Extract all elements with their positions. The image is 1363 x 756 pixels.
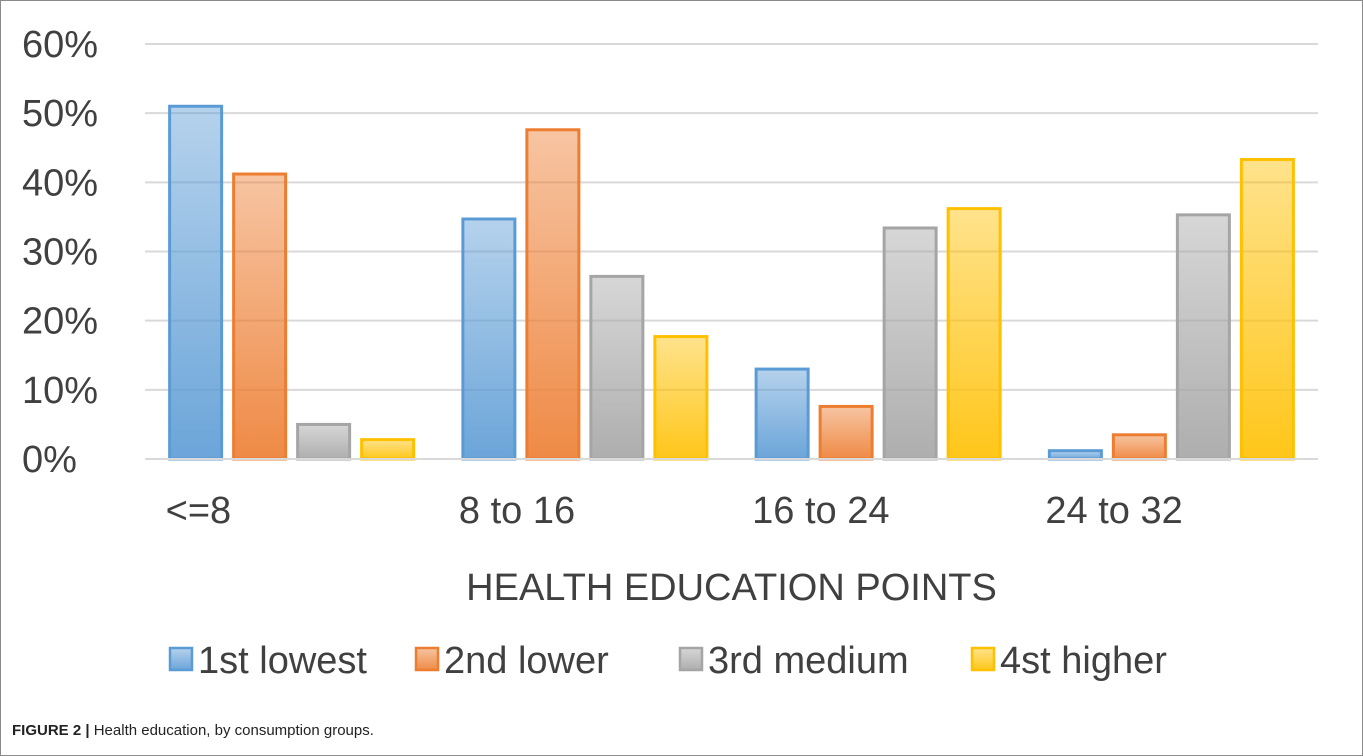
legend-item: 1st lowest [168, 640, 367, 682]
bars [168, 104, 1295, 461]
bar-1st-lowest-1 [461, 217, 517, 461]
legend-swatch [414, 646, 440, 672]
legend-label: 4st higher [1000, 640, 1167, 682]
bar-4st-higher-3 [1239, 158, 1295, 461]
bar-4st-higher-2 [946, 207, 1002, 461]
y-tick-label: 0% [22, 439, 77, 481]
legend-label: 1st lowest [198, 640, 367, 682]
y-tick-label: 20% [22, 301, 98, 343]
figure-label: FIGURE 2 | [12, 722, 90, 739]
gridlines [145, 43, 1318, 391]
legend-swatch [168, 646, 194, 672]
legend-item: 3rd medium [678, 640, 909, 682]
x-tick-label: 8 to 16 [459, 490, 575, 532]
bar-1st-lowest-3 [1047, 449, 1103, 461]
legend-swatch [970, 646, 996, 672]
figure-caption: FIGURE 2 | Health education, by consumpt… [12, 722, 374, 739]
legend-item: 2nd lower [414, 640, 609, 682]
x-tick-label: 24 to 32 [1045, 490, 1182, 532]
legend-swatch [678, 646, 704, 672]
bar-3rd-medium-2 [882, 226, 938, 461]
legend-label: 2nd lower [444, 640, 609, 682]
x-axis-title: HEALTH EDUCATION POINTS [466, 567, 997, 609]
x-tick-label: <=8 [166, 490, 232, 532]
bar-3rd-medium-0 [296, 422, 352, 461]
bar-4st-higher-1 [653, 335, 709, 461]
y-tick-label: 40% [22, 162, 98, 204]
y-tick-label: 50% [22, 93, 98, 135]
bar-chart: 0% 10% 20% 30% 40% 50% 60% <=8 8 to 16 16 to 24 2… [22, 24, 1318, 682]
y-tick-label: 30% [22, 232, 98, 274]
x-tick-label: 16 to 24 [752, 490, 889, 532]
bar-2nd-lower-3 [1111, 433, 1167, 461]
y-tick-label: 10% [22, 370, 98, 412]
y-tick-label: 60% [22, 24, 98, 66]
x-axis-ticks: <=8 8 to 16 16 to 24 24 to 32 [166, 490, 1183, 532]
bar-1st-lowest-0 [168, 104, 224, 461]
bar-2nd-lower-0 [232, 172, 288, 461]
bar-3rd-medium-1 [589, 274, 645, 461]
legend-item: 4st higher [970, 640, 1167, 682]
legend-label: 3rd medium [708, 640, 909, 682]
bar-2nd-lower-1 [525, 128, 581, 461]
bar-1st-lowest-2 [754, 367, 810, 461]
legend: 1st lowest 2nd lower 3rd medium 4st higher [168, 640, 1167, 682]
bar-4st-higher-0 [360, 438, 416, 461]
bar-2nd-lower-2 [818, 404, 874, 461]
caption-text: Health education, by consumption groups. [89, 722, 374, 739]
y-axis-ticks: 0% 10% 20% 30% 40% 50% 60% [22, 24, 98, 481]
bar-3rd-medium-3 [1175, 213, 1231, 461]
